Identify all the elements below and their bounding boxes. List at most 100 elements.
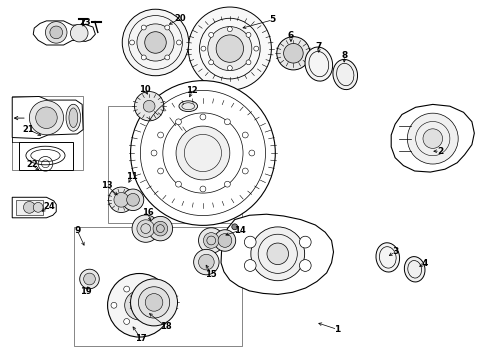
Text: 15: 15 [205, 270, 217, 279]
Circle shape [200, 114, 205, 120]
Ellipse shape [179, 101, 197, 112]
Text: 21: 21 [22, 125, 34, 134]
Circle shape [151, 150, 157, 156]
Circle shape [407, 113, 457, 164]
Text: 11: 11 [126, 172, 138, 181]
Circle shape [143, 100, 155, 112]
Text: 17: 17 [135, 334, 146, 343]
Circle shape [207, 27, 251, 71]
Circle shape [141, 25, 146, 30]
Circle shape [244, 260, 256, 271]
Circle shape [422, 129, 442, 148]
Circle shape [218, 234, 231, 247]
Circle shape [227, 66, 232, 71]
Circle shape [80, 269, 99, 289]
Circle shape [193, 249, 219, 275]
Circle shape [83, 273, 95, 285]
Text: 3: 3 [391, 247, 397, 256]
Circle shape [134, 91, 163, 121]
Circle shape [208, 32, 213, 37]
Circle shape [245, 60, 250, 65]
Circle shape [253, 46, 258, 51]
Text: 14: 14 [233, 226, 245, 235]
Circle shape [137, 220, 154, 237]
Circle shape [145, 294, 163, 311]
Circle shape [242, 168, 248, 174]
Circle shape [175, 181, 181, 187]
Circle shape [149, 319, 155, 324]
Circle shape [126, 193, 139, 206]
Circle shape [244, 236, 256, 248]
Circle shape [164, 25, 169, 30]
Circle shape [130, 279, 177, 326]
Ellipse shape [66, 104, 81, 131]
Circle shape [162, 302, 167, 308]
Circle shape [201, 46, 205, 51]
Circle shape [141, 55, 146, 60]
Circle shape [124, 291, 154, 320]
Circle shape [276, 37, 309, 70]
Circle shape [176, 126, 229, 180]
Bar [107, 106, 242, 223]
Ellipse shape [332, 59, 357, 90]
Circle shape [266, 243, 288, 265]
Circle shape [224, 119, 230, 125]
Circle shape [29, 100, 63, 135]
Circle shape [299, 260, 310, 271]
Text: 1: 1 [334, 325, 340, 334]
Ellipse shape [375, 243, 399, 272]
Text: 12: 12 [186, 86, 198, 95]
Circle shape [175, 119, 181, 125]
Text: 19: 19 [80, 287, 91, 296]
Polygon shape [390, 104, 473, 172]
Circle shape [164, 55, 169, 60]
Circle shape [188, 7, 271, 90]
Bar [74, 227, 242, 346]
Circle shape [208, 60, 213, 65]
Circle shape [224, 181, 230, 187]
Circle shape [130, 297, 148, 314]
Text: 13: 13 [101, 181, 112, 190]
Circle shape [214, 230, 235, 251]
Text: 4: 4 [420, 259, 427, 268]
Ellipse shape [305, 47, 332, 81]
Circle shape [114, 193, 128, 207]
Circle shape [245, 32, 250, 37]
Polygon shape [12, 197, 56, 218]
Bar [12, 96, 83, 170]
Circle shape [70, 24, 88, 42]
Circle shape [132, 215, 159, 242]
Circle shape [108, 187, 134, 212]
Circle shape [299, 236, 310, 248]
Text: 5: 5 [269, 15, 275, 24]
Text: 8: 8 [341, 51, 347, 60]
Circle shape [137, 24, 174, 61]
Circle shape [45, 22, 67, 43]
Circle shape [248, 150, 254, 156]
Circle shape [23, 202, 35, 213]
Circle shape [148, 216, 172, 241]
Circle shape [227, 27, 232, 32]
Circle shape [123, 286, 129, 292]
Circle shape [176, 40, 181, 45]
Circle shape [153, 221, 167, 236]
Circle shape [157, 132, 163, 138]
Circle shape [231, 224, 237, 230]
Circle shape [123, 319, 129, 324]
Text: 6: 6 [287, 31, 293, 40]
Circle shape [198, 228, 224, 253]
Circle shape [203, 233, 219, 248]
Bar [16, 200, 43, 215]
Text: 20: 20 [174, 14, 185, 23]
Ellipse shape [404, 257, 424, 282]
Text: 16: 16 [142, 208, 153, 217]
Text: 7: 7 [315, 41, 322, 50]
Circle shape [107, 274, 171, 337]
Ellipse shape [69, 108, 78, 127]
Text: 2: 2 [436, 147, 442, 156]
Circle shape [130, 81, 275, 225]
Polygon shape [33, 21, 95, 45]
Circle shape [144, 32, 166, 53]
Circle shape [122, 189, 143, 211]
Circle shape [138, 287, 169, 318]
